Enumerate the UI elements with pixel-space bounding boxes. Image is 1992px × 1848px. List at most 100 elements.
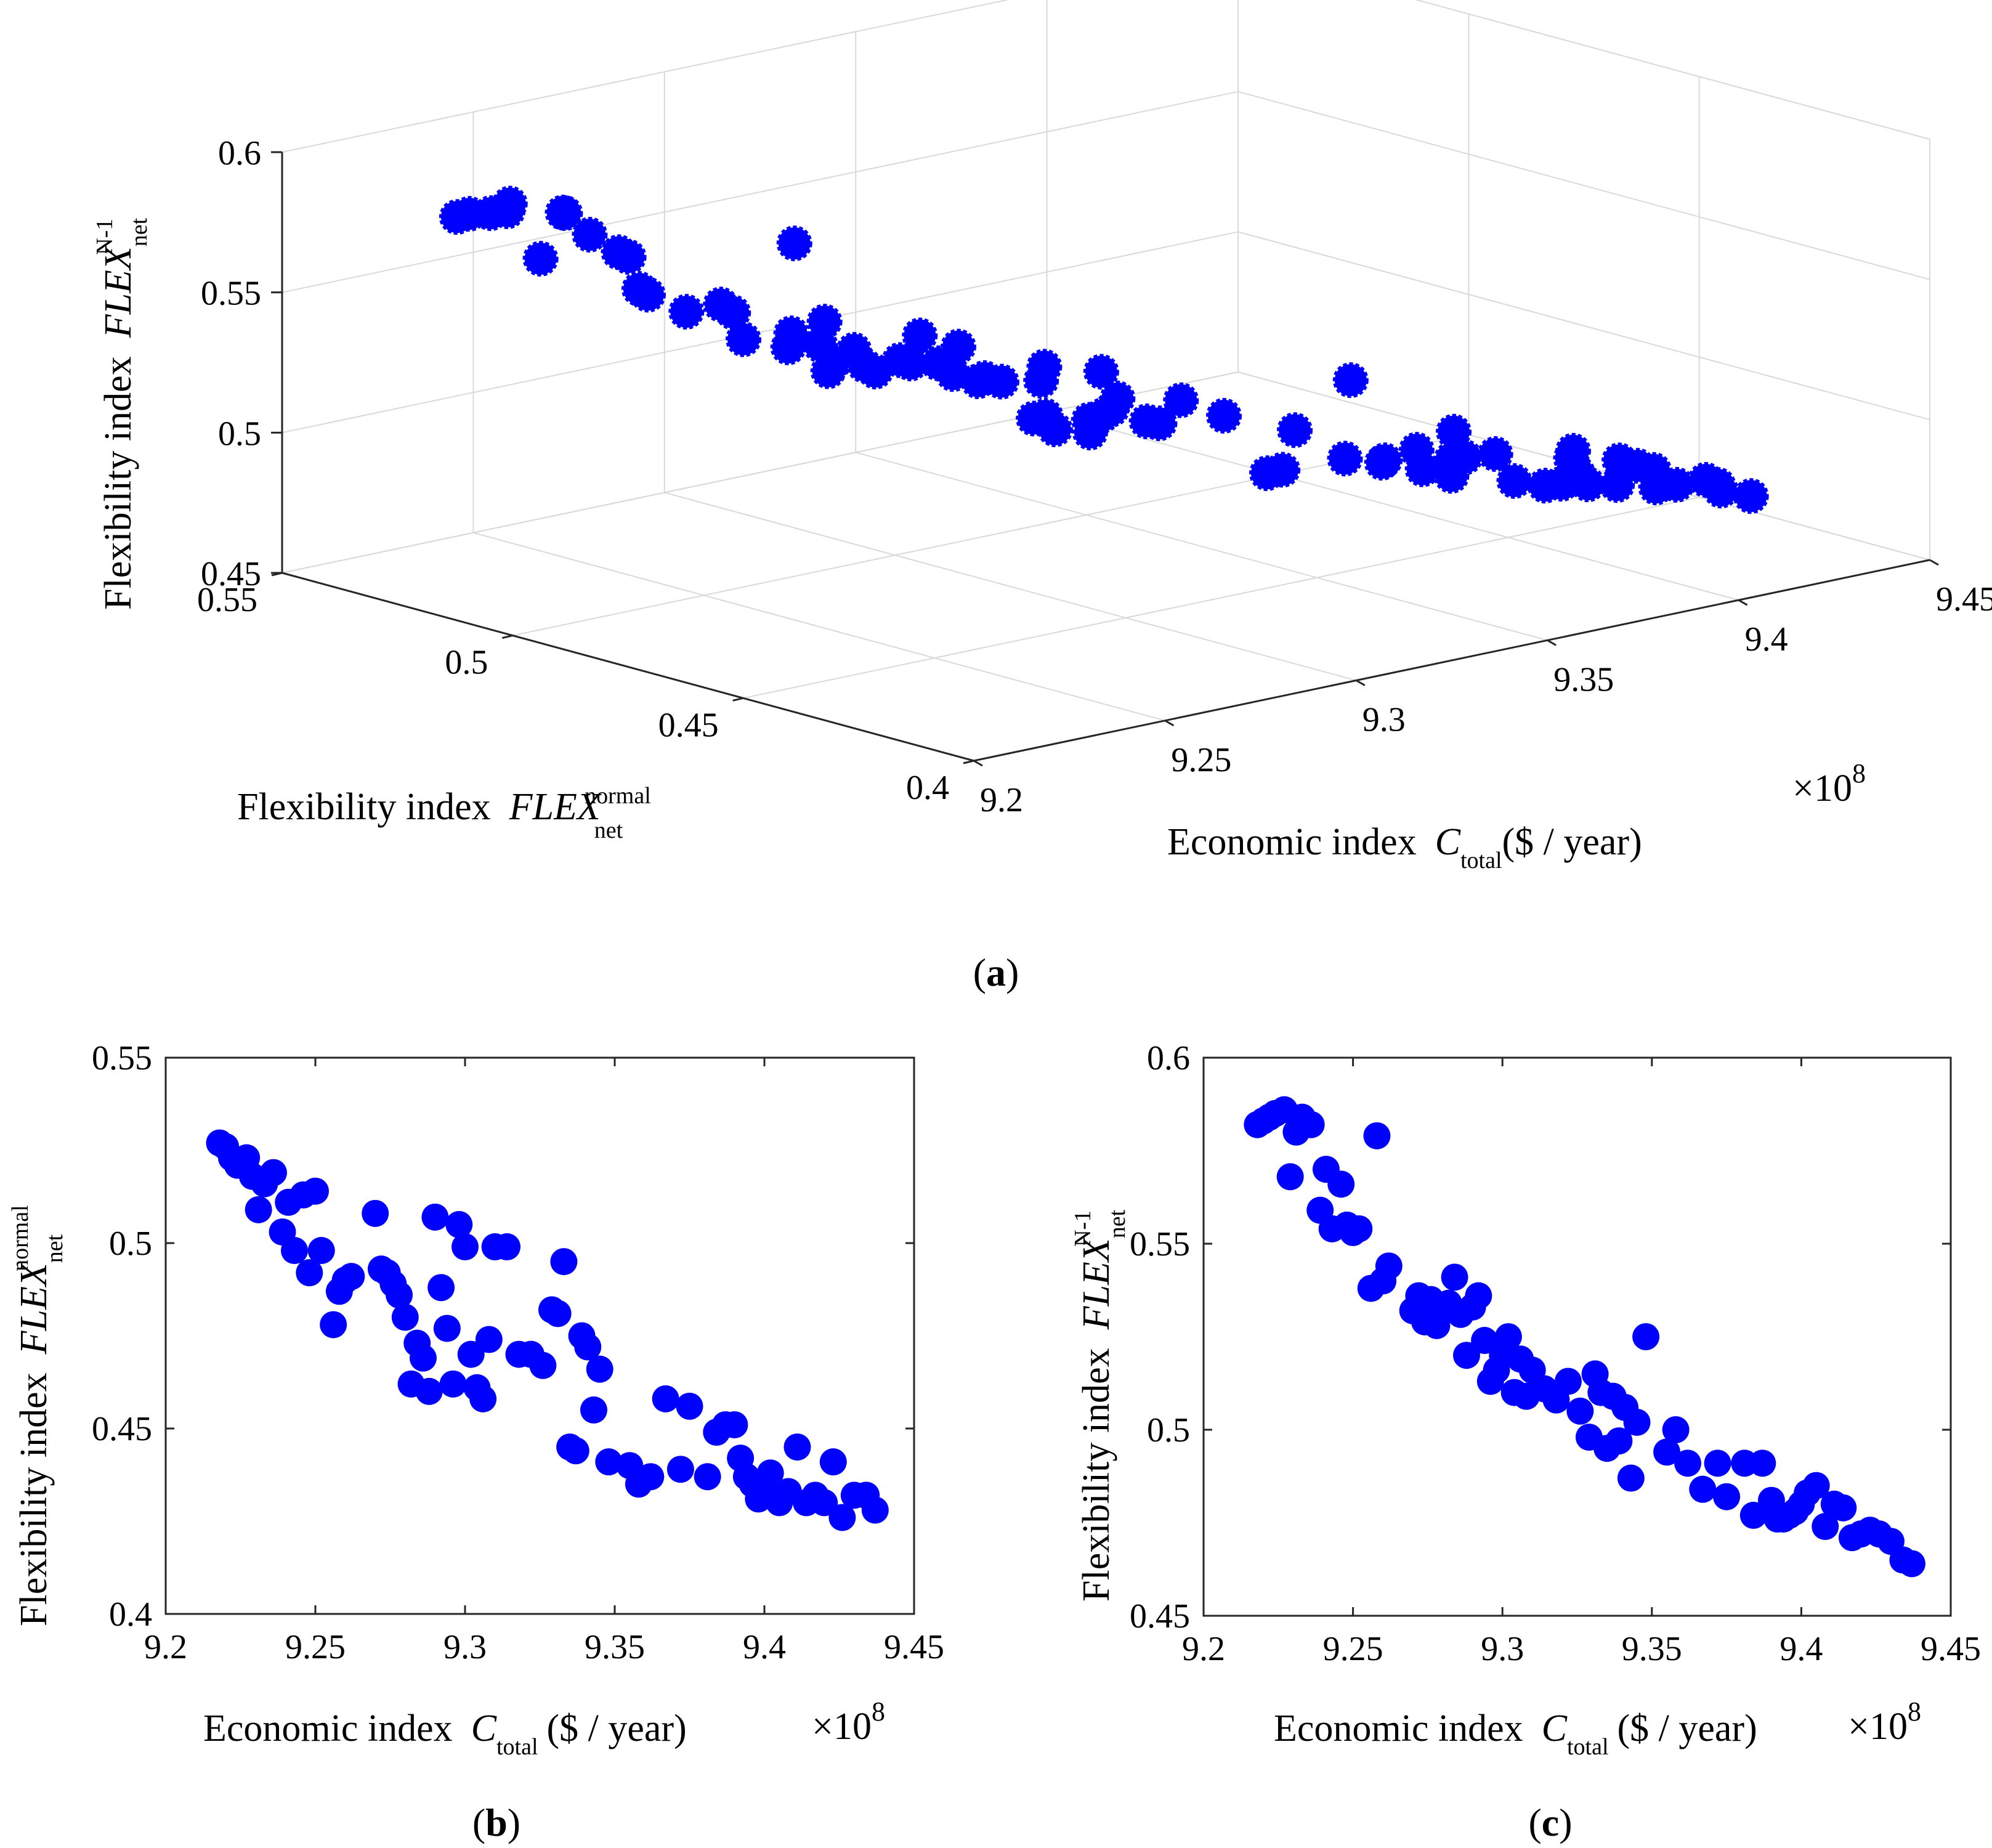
panel-c-label: (c) [1528,1801,1572,1844]
a-grid-floor-x-2 [664,492,1357,681]
c-point-5 [1276,1163,1304,1191]
a-xtick-2 [1356,679,1366,686]
c-xtick-label-4: 9.4 [1779,1630,1823,1668]
a-grid-floor-x-1 [473,532,1165,721]
a-point-50 [1141,405,1178,442]
panel-b-xlabel: Economic index Ctotal ($ / year) [203,1708,687,1760]
a-point-11 [668,294,705,330]
b-point-44 [529,1352,557,1379]
a-grid-floor-y-1 [743,496,1699,699]
c-point-12 [1327,1170,1355,1198]
b-point-36 [457,1340,485,1368]
b-point-20 [362,1199,389,1227]
a-point-47 [1026,349,1063,385]
b-point-58 [652,1385,679,1412]
a-point-54 [1332,362,1369,399]
panel-a-ylabel: Flexibility index FLEX netnormal [237,783,651,843]
a-point-5 [522,240,559,277]
b-point-52 [580,1396,607,1424]
panel-c-plot-frame [1202,1056,1952,1617]
a-point-76 [1659,466,1695,503]
panel-b-plot-frame [164,1056,915,1615]
b-point-16 [320,1311,347,1339]
panel-c-ylabel: Flexibility indexFLEXnetN-1 [1070,1209,1130,1602]
a-xtick-label-4: 9.4 [1745,620,1788,659]
b-point-28 [409,1344,437,1372]
c-point-52 [1617,1464,1645,1492]
a-point-53 [1206,397,1242,434]
b-point-39 [475,1326,503,1353]
b-point-19 [338,1263,365,1291]
c-point-43 [1554,1368,1582,1395]
b-point-53 [586,1355,613,1383]
c-point-81 [1898,1550,1925,1578]
a-ytick-3 [271,572,283,577]
panel-c-xlabel: Economic index Ctotal ($ / year) [1274,1708,1757,1760]
c-point-27 [1441,1263,1468,1291]
b-point-64 [721,1411,748,1438]
a-grid-back-z-3 [281,0,1010,153]
b-point-47 [550,1248,578,1276]
a-point-17 [776,225,812,262]
a-point-39 [1027,398,1064,434]
c-point-63 [1749,1449,1776,1477]
a-point-45 [1071,402,1107,438]
c-ytick-label-0: 0.45 [1130,1597,1190,1635]
a-grid-floor-x-4 [1047,411,1739,601]
b-point-59 [666,1456,694,1483]
panel-b-ylabel: Flexibility indexFLEXnetnormal [7,1205,68,1626]
panel-c-ticks: 9.2 9.25 9.3 9.35 9.4 9.45 0.45 0.5 0.55 0.6 [1130,1039,1981,1668]
a-grid-right-z-2 [1237,91,1930,280]
a-ztick-label-1: 0.5 [218,415,261,453]
panel-b-2d-scatter: 9.2 9.25 9.3 9.35 9.4 9.45 0.4 0.45 0.5 0.55 Flex… [7,1039,944,1844]
panel-a-xlabel: Economic index Ctotal($ / year) [1167,821,1642,873]
a-point-15 [703,286,739,323]
c-point-31 [1465,1282,1492,1310]
a-point-80 [1703,472,1739,509]
c-point-57 [1674,1449,1702,1477]
a-xtick-1 [1164,719,1175,727]
c-ytick-label-2: 0.55 [1130,1225,1190,1263]
a-ytick-label-2: 0.5 [445,644,488,682]
b-point-15 [307,1237,335,1265]
a-xtick-label-3: 9.35 [1553,660,1614,699]
b-point-29 [415,1377,443,1405]
c-point-72 [1812,1513,1839,1541]
b-point-70 [756,1459,784,1487]
b-point-73 [783,1433,811,1461]
a-ytick-label-3: 0.55 [197,581,257,619]
a-grid-back-z-2 [281,91,1239,293]
a-x-axis [973,559,1930,762]
panel-b-ticks: 9.2 9.25 9.3 9.35 9.4 9.45 0.4 0.45 0.5 0.55 [92,1039,944,1666]
a-grid-floor-x-3 [855,452,1548,641]
a-point-65 [1496,463,1532,499]
panel-c-x-multiplier: ×108 [1848,1696,1921,1748]
c-point-53 [1623,1408,1651,1436]
b-point-51 [574,1333,602,1361]
b-point-24 [386,1281,413,1309]
a-point-51 [1163,382,1199,418]
c-xtick-label-2: 9.3 [1481,1630,1524,1668]
c-xtick-label-5: 9.45 [1921,1630,1981,1668]
b-ytick-label-1: 0.45 [92,1410,152,1448]
c-point-62 [1739,1501,1767,1529]
c-xtick-label-3: 9.35 [1622,1630,1682,1668]
a-point-35 [881,342,918,378]
panel-a-tick-labels: 0.45 0.5 0.55 0.6 0.4 0.45 0.5 0.55 9.2 9.25 9.3 9.… [197,134,1992,819]
a-point-58 [1327,440,1363,477]
b-point-78 [828,1504,856,1531]
b-point-8 [259,1159,287,1186]
a-point-73 [1555,432,1591,469]
panel-c-points [1244,1096,1925,1578]
panel-b-x-multiplier: ×108 [812,1696,885,1748]
a-ytick-label-0: 0.4 [906,769,949,807]
panel-b-label: (b) [472,1801,520,1844]
c-point-8 [1297,1111,1325,1138]
a-xtick-label-2: 9.3 [1362,701,1406,739]
b-point-25 [391,1303,419,1331]
b-point-57 [637,1463,665,1491]
a-point-31 [902,317,938,354]
c-xtick-label-0: 9.2 [1182,1630,1225,1668]
c-point-19 [1375,1252,1403,1280]
a-point-43 [1099,380,1136,416]
